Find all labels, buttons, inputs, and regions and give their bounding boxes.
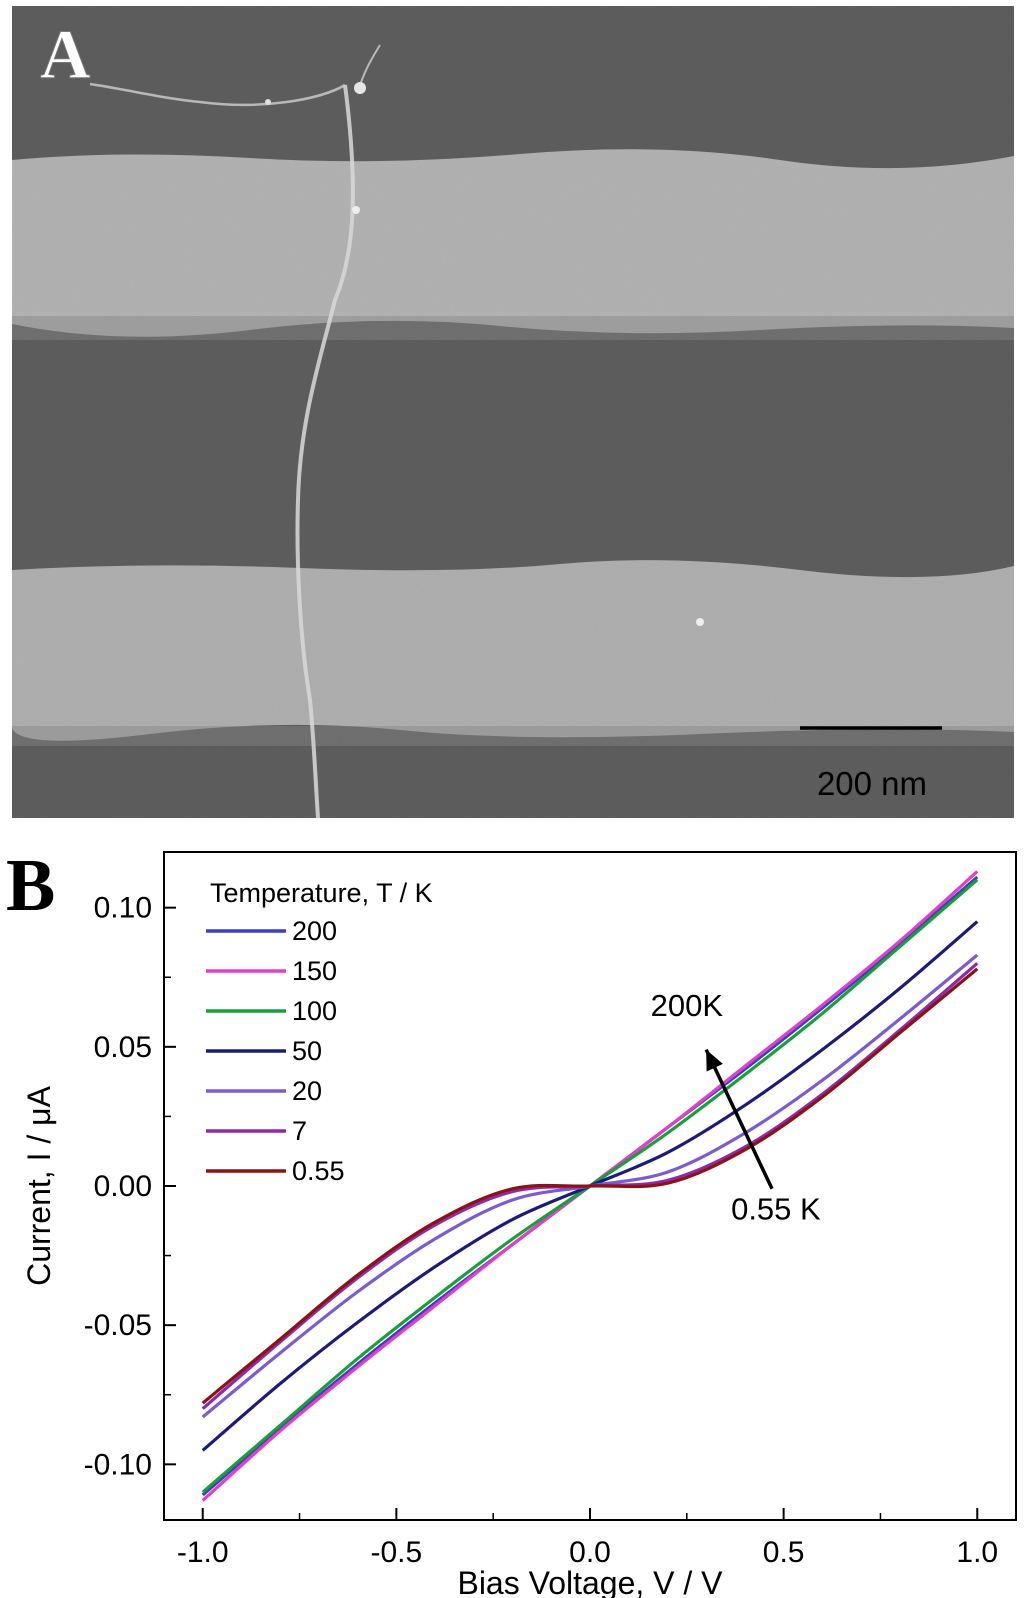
- x-tick-label: 0.5: [763, 1536, 805, 1569]
- panel-b-label: B: [6, 845, 55, 927]
- x-tick-label: 0.0: [569, 1536, 611, 1569]
- series-lines: [201, 870, 979, 1502]
- x-tick-label: -1.0: [177, 1536, 229, 1569]
- legend-entry-label: 0.55: [292, 1156, 345, 1186]
- nanowire: [295, 84, 355, 819]
- annotations: 200K 0.55 K: [651, 988, 821, 1226]
- y-tick-label: 0.00: [94, 1170, 152, 1203]
- x-axis-label: Bias Voltage, V / V: [457, 1565, 723, 1598]
- sem-micrograph: 200 nm A: [12, 6, 1014, 819]
- legend-entry-label: 100: [292, 996, 337, 1026]
- annotation-label: 0.55 K: [731, 1191, 821, 1226]
- x-axis: -1.0 -0.5 0.0 0.5 1.0: [177, 1508, 998, 1569]
- panel-a-label: A: [40, 17, 91, 94]
- legend-title: Temperature, T / K: [210, 878, 433, 908]
- y-tick-label: -0.10: [84, 1448, 152, 1481]
- annotation-label: 200K: [651, 988, 724, 1023]
- legend-entry-label: 7: [292, 1116, 307, 1146]
- legend: Temperature, T / K 200 150 100 50 20 7 0.55: [206, 878, 433, 1186]
- scale-bar-label: 200 nm: [817, 765, 927, 802]
- x-tick-label: -0.5: [371, 1536, 423, 1569]
- legend-entry-label: 50: [292, 1036, 322, 1066]
- arrow-head: [706, 1049, 723, 1072]
- y-tick-label: 0.05: [94, 1031, 152, 1064]
- legend-entry-label: 200: [292, 916, 337, 946]
- y-tick-label: 0.10: [94, 892, 152, 925]
- arrow-shaft: [704, 1048, 774, 1190]
- x-tick-label: 1.0: [956, 1536, 998, 1569]
- nanowire-branch: [89, 82, 346, 107]
- legend-entry-label: 150: [292, 956, 337, 986]
- legend-entry-label: 20: [292, 1076, 322, 1106]
- y-axis: -0.10 -0.05 0.00 0.05 0.10: [84, 892, 176, 1481]
- series-line-0_55: [201, 967, 979, 1405]
- y-axis-label: Current, I / μA: [21, 1085, 57, 1285]
- iv-chart: B -1.0 -0.5 0.0 0.5 1.0 -0.10 -0.05 0.00 0.05 0.…: [6, 845, 1017, 1598]
- y-tick-label: -0.05: [84, 1309, 152, 1342]
